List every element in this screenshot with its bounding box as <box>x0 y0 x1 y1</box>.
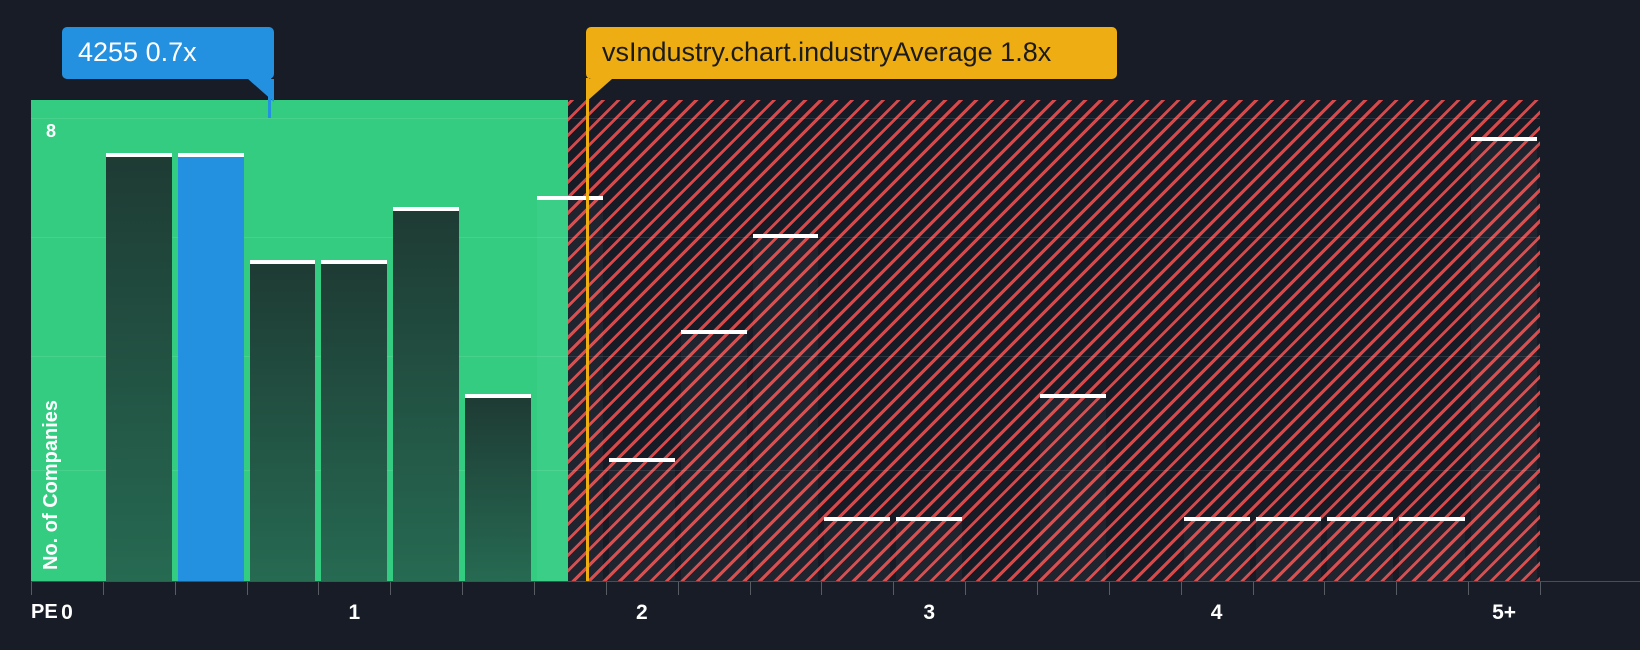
x-tick <box>1540 582 1541 595</box>
bar-body <box>105 157 172 581</box>
bar-body <box>537 200 603 581</box>
bar-1.75[interactable] <box>537 196 603 581</box>
x-tick <box>246 582 248 595</box>
x-tick <box>749 582 751 595</box>
bar-body <box>249 264 316 581</box>
bar-cap <box>321 260 388 265</box>
x-tick <box>1108 582 1110 595</box>
bar-4.75[interactable] <box>1399 516 1466 581</box>
bar-body <box>393 210 460 581</box>
bar-4.25[interactable] <box>1255 516 1322 581</box>
x-tick <box>965 582 967 595</box>
bar-cap <box>608 458 675 463</box>
bar-body <box>680 333 747 581</box>
x-tick <box>893 582 895 595</box>
bar-cap <box>824 516 891 521</box>
bar-3.5[interactable] <box>1040 393 1106 581</box>
bar-cap <box>105 153 172 158</box>
company-tooltip-label: 4255 0.7x <box>78 37 197 67</box>
bar-4.5[interactable] <box>1327 516 1394 581</box>
y-tick-label-8: 8 <box>46 121 57 141</box>
bar-body <box>1327 520 1394 581</box>
x-tick-label-4: 4 <box>1210 601 1223 624</box>
bar-body <box>608 462 675 581</box>
bar-2.25[interactable] <box>680 329 747 581</box>
bar-body <box>1040 397 1106 581</box>
bar-body <box>321 264 388 581</box>
x-tick <box>318 582 320 595</box>
x-tick <box>605 582 607 595</box>
bar-2.5[interactable] <box>752 233 819 581</box>
bar-cap <box>1255 516 1322 521</box>
plot-area <box>31 100 1540 581</box>
expensive-band <box>568 100 1540 581</box>
x-axis-title: PE <box>31 601 58 623</box>
bar-cap <box>1327 516 1394 521</box>
x-tick <box>1037 582 1038 595</box>
x-tick-label-2: 2 <box>635 601 648 624</box>
bar-cap <box>465 393 531 398</box>
bar-body <box>465 397 531 581</box>
company-tooltip-tail <box>248 79 274 102</box>
industry-average-tooltip[interactable]: vsIndustry.chart.industryAverage 1.8x <box>586 27 1117 102</box>
bar-1[interactable] <box>321 260 388 581</box>
x-tick <box>821 582 823 595</box>
bar-cap <box>249 260 316 265</box>
x-tick <box>174 582 176 595</box>
y-axis-title: No. of Companies <box>40 399 62 570</box>
bar-0.5[interactable] <box>177 153 244 581</box>
x-tick <box>390 582 392 595</box>
bar-body <box>896 520 963 581</box>
industry-average-line <box>586 78 589 581</box>
bar-1.25[interactable] <box>393 206 460 581</box>
bar-body <box>177 157 244 581</box>
x-tick <box>1324 582 1326 595</box>
x-tick-label-1: 1 <box>348 601 361 624</box>
x-tick <box>1396 582 1398 595</box>
company-tooltip[interactable]: 4255 0.7x <box>62 27 274 102</box>
x-tick <box>534 582 535 595</box>
x-tick <box>31 582 32 595</box>
bar-cap <box>752 233 819 238</box>
industry-average-tooltip-label: vsIndustry.chart.industryAverage 1.8x <box>602 37 1052 67</box>
bar-0.75[interactable] <box>249 260 316 581</box>
bar-cap <box>1040 393 1106 398</box>
x-tick <box>1252 582 1254 595</box>
bar-cap <box>393 206 460 211</box>
bar-cap <box>1471 137 1537 142</box>
bar-3[interactable] <box>896 516 963 581</box>
bar-body <box>1399 520 1466 581</box>
x-tick <box>1180 582 1182 595</box>
bar-cap <box>177 153 244 158</box>
bar-cap <box>1399 516 1466 521</box>
bar-0.25[interactable] <box>105 153 172 581</box>
bar-2.75[interactable] <box>824 516 891 581</box>
x-axis-line <box>31 581 1640 582</box>
x-tick-label-5+: 5+ <box>1492 601 1517 624</box>
bar-4[interactable] <box>1183 516 1250 581</box>
x-tick <box>102 582 104 595</box>
bar-cap <box>537 196 603 201</box>
bar-cap <box>1183 516 1250 521</box>
bar-body <box>824 520 891 581</box>
x-tick <box>677 582 679 595</box>
bar-body <box>1183 520 1250 581</box>
x-tick <box>462 582 464 595</box>
bar-cap <box>896 516 963 521</box>
bar-body <box>1255 520 1322 581</box>
bar-2[interactable] <box>608 458 675 581</box>
bar-5[interactable] <box>1471 137 1537 581</box>
x-tick <box>1468 582 1470 595</box>
bar-body <box>1471 141 1537 581</box>
bar-cap <box>680 329 747 334</box>
x-tick-label-0: 0 <box>61 601 73 624</box>
industry-average-tooltip-tail <box>586 79 612 102</box>
x-tick-label-3: 3 <box>923 601 936 624</box>
bar-body <box>752 237 819 581</box>
bar-1.5[interactable] <box>465 393 531 581</box>
